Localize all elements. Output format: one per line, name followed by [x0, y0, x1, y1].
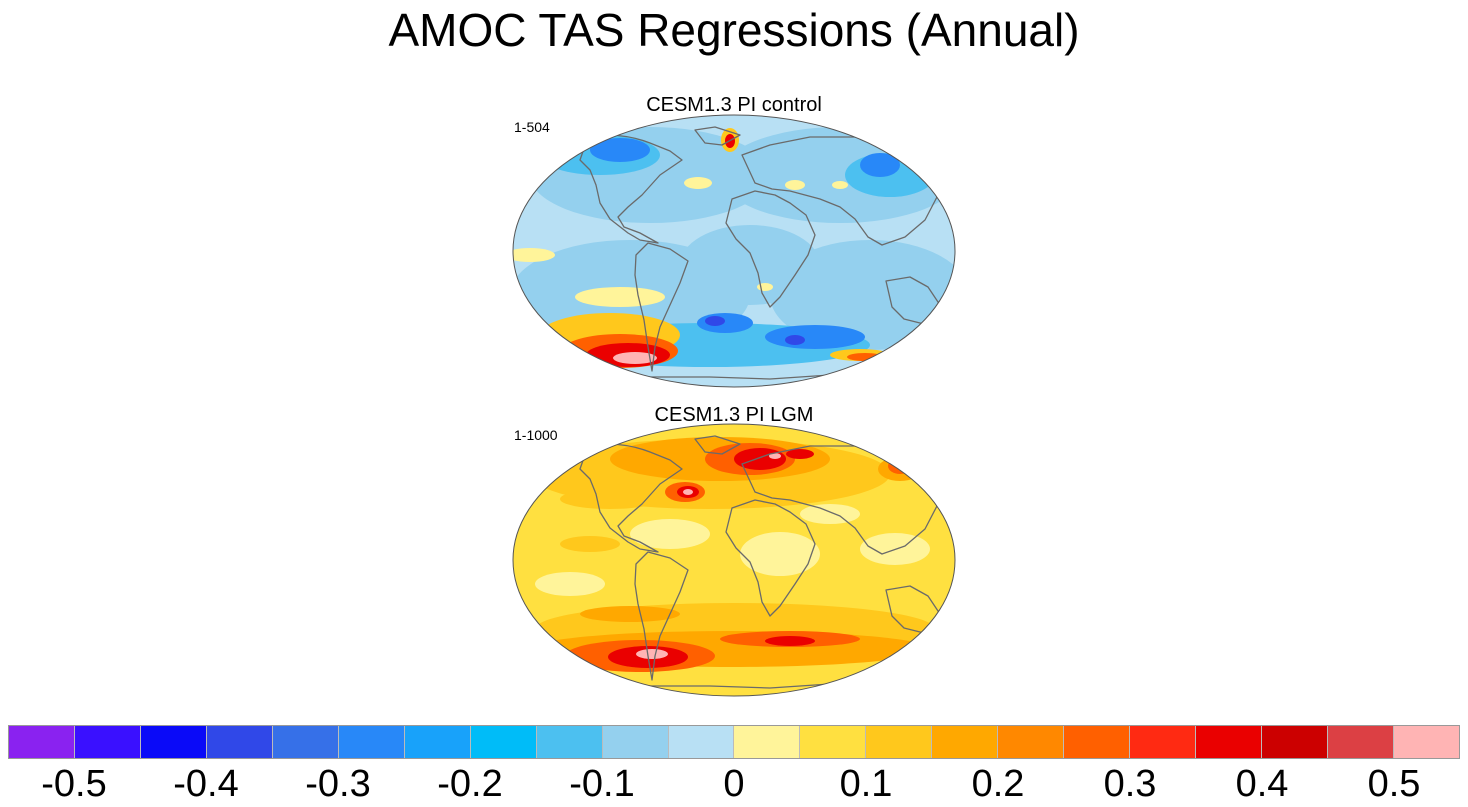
colorbar-swatch: [9, 726, 75, 758]
colorbar-swatch: [932, 726, 999, 758]
colorbar-swatch: [338, 726, 405, 758]
colorbar-tick-label: 0.4: [1235, 763, 1289, 805]
map-1-weak-warming-patches: [513, 177, 848, 307]
colorbar-swatch: [536, 726, 603, 758]
colorbar-tick-label: 0.2: [971, 763, 1025, 805]
colorbar-swatch: [1394, 726, 1459, 758]
colorbar-tick-label: -0.2: [437, 763, 503, 805]
colorbar-swatch: [1262, 726, 1329, 758]
colorbar-swatch: [140, 726, 207, 758]
colorbar-tick-label: 0.5: [1367, 763, 1421, 805]
colorbar-tick-label: -0.3: [305, 763, 371, 805]
colorbar-swatch: [1196, 726, 1263, 758]
colorbar-swatch: [668, 726, 735, 758]
map-2-peak-warming-patches: [636, 453, 781, 659]
panel-1-title: CESM1.3 PI control: [646, 94, 822, 116]
colorbar-tick-label: 0: [723, 763, 745, 805]
colorbar-swatch: [866, 726, 933, 758]
colorbar-swatch: [602, 726, 669, 758]
panel-1-range-label: 1-504: [514, 119, 550, 135]
colorbar: [8, 725, 1460, 759]
colorbar-tick-label: 0.3: [1103, 763, 1157, 805]
colorbar-swatch: [470, 726, 537, 758]
colorbar-swatch: [404, 726, 471, 758]
colorbar-swatch: [1064, 726, 1131, 758]
colorbar-swatch: [734, 726, 801, 758]
colorbar-tick-label: -0.4: [173, 763, 239, 805]
colorbar-tick-label: -0.5: [41, 763, 107, 805]
map-1-very-strong-cooling-regions: [590, 138, 900, 349]
colorbar-tick-label: -0.1: [569, 763, 635, 805]
colorbar-swatch: [998, 726, 1065, 758]
colorbar-labels: -0.5 -0.4 -0.3 -0.2 -0.1 0 0.1 0.2 0.3 0.4 0.5: [8, 762, 1460, 806]
map-1-extreme-cooling-regions: [705, 316, 805, 345]
panel-2-title: CESM1.3 PI LGM: [654, 404, 814, 426]
panel-2-range-label: 1-1000: [514, 427, 558, 443]
panel-2-map: [512, 423, 956, 697]
colorbar-tick-label: 0.1: [839, 763, 893, 805]
colorbar-swatch: [1328, 726, 1395, 758]
figure-title: AMOC TAS Regressions (Annual): [388, 4, 1080, 56]
map-1-peak-warming-patch: [613, 352, 657, 364]
map-2-weak-warming-regions: [535, 504, 930, 596]
colorbar-swatch: [1130, 726, 1197, 758]
colorbar-swatch: [74, 726, 141, 758]
colorbar-swatch: [206, 726, 273, 758]
colorbar-swatch: [272, 726, 339, 758]
panel-1-map: [512, 114, 956, 388]
colorbar-swatch: [800, 726, 867, 758]
